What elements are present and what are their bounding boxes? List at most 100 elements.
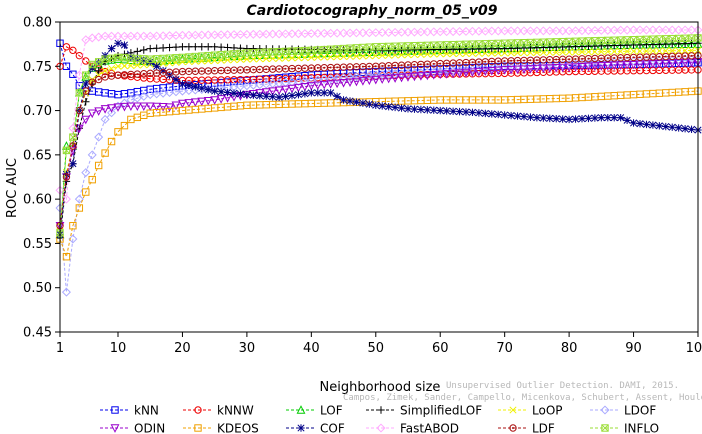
data-point-inflo-cross (114, 53, 122, 61)
x-tick-label: 30 (239, 341, 256, 356)
data-point-loop (514, 49, 522, 57)
data-point-ldf-dot (503, 59, 506, 62)
data-point-ldof (609, 57, 619, 67)
data-point-inflo-cross (82, 71, 90, 79)
data-point-odin (345, 78, 355, 87)
data-point-ldf-dot (207, 69, 210, 72)
data-point-fastabod (538, 26, 548, 36)
data-point-odin (480, 67, 490, 77)
data-point-odin (642, 60, 651, 69)
data-point-ldf-dot (690, 54, 693, 57)
data-point-inflo-cross (404, 42, 412, 50)
data-point-ldf-dot (542, 58, 545, 61)
data-point-ldf-dot (271, 68, 274, 71)
data-point-odin (532, 64, 542, 74)
data-point-cof (301, 90, 309, 98)
data-point-ldf-dot (600, 57, 603, 60)
data-point-inflo-cross (681, 34, 689, 42)
data-point-loop (404, 51, 412, 59)
data-point-odin (403, 73, 413, 82)
data-point-inflo-cross (140, 55, 148, 63)
data-point-ldf-dot (574, 58, 577, 61)
data-point-loop (565, 48, 573, 56)
data-point-cof (275, 93, 283, 101)
data-point-fastabod (448, 27, 458, 37)
data-point-cof (481, 109, 490, 118)
data-point-fastabod (165, 31, 175, 41)
chart-title: Cardiotocography_norm_05_v09 (247, 3, 498, 19)
data-point-fastabod (416, 27, 426, 37)
data-point-ldf-dot (394, 64, 397, 67)
data-point-fastabod (674, 25, 684, 35)
data-point-ldf-dot (168, 71, 171, 74)
data-point-odin (94, 107, 104, 116)
data-point-simplifiedlof (417, 46, 425, 54)
legend-marker-ldof (600, 405, 610, 415)
data-point-fastabod (442, 27, 452, 37)
data-point-inflo-cross (288, 47, 296, 55)
data-point-fastabod (274, 29, 284, 39)
legend-marker-kdeos (194, 424, 202, 432)
data-point-inflo-cross (443, 41, 451, 49)
data-point-inflo-cross (630, 36, 638, 44)
data-point-fastabod (223, 30, 233, 40)
data-point-inflo-cross (488, 40, 496, 48)
legend-label-loop: LoOP (532, 404, 563, 418)
data-point-ldf-dot (323, 66, 326, 69)
data-point-loop (127, 62, 135, 70)
data-point-loop (559, 48, 567, 56)
data-point-kdeos (88, 175, 96, 184)
data-point-inflo-cross (359, 43, 367, 52)
data-point-fastabod (493, 26, 503, 36)
data-point-inflo-cross (462, 40, 470, 48)
series-ldf (56, 51, 702, 230)
data-point-knnw (69, 46, 77, 55)
data-point-cof (223, 88, 232, 97)
data-point-ldf-dot (419, 63, 422, 66)
data-point-ldof (87, 150, 97, 160)
data-point-simplifiedlof (294, 45, 303, 53)
data-point-cof (204, 85, 212, 94)
data-point-loop (597, 48, 605, 56)
data-point-ldf (75, 106, 84, 115)
data-point-fastabod (564, 26, 574, 36)
data-point-ldf-dot (149, 72, 152, 75)
data-point-fastabod (145, 31, 155, 41)
data-point-inflo-cross (307, 46, 315, 54)
data-point-cof (114, 39, 122, 47)
data-point-fastabod (461, 26, 471, 36)
data-point-odin (435, 70, 445, 80)
data-point-ldf-dot (645, 56, 648, 59)
legend-item-knnw: kNNW (183, 404, 254, 418)
x-tick-label: 20 (174, 341, 191, 356)
data-point-loop (314, 53, 322, 61)
data-point-cof (230, 89, 238, 97)
data-point-fastabod (345, 28, 355, 38)
data-point-simplifiedlof (481, 45, 490, 53)
data-point-cof (642, 120, 651, 129)
data-point-loop (417, 50, 425, 58)
data-point-fastabod (654, 25, 664, 35)
data-point-cof (571, 115, 580, 123)
data-point-inflo-cross (385, 42, 393, 50)
data-point-inflo-cross (668, 35, 676, 43)
data-point-odin (416, 72, 426, 81)
data-point-fastabod (261, 29, 271, 39)
data-point-odin (448, 69, 458, 79)
legend-marker-cof (297, 424, 305, 432)
data-point-inflo-cross (533, 38, 541, 46)
data-point-ldof (107, 108, 117, 118)
data-point-loop (526, 49, 534, 57)
data-point-fastabod (377, 28, 387, 38)
data-point-ldf-dot (142, 72, 145, 75)
data-point-ldf-dot (355, 65, 358, 68)
data-point-ldf-dot (162, 71, 165, 74)
legend-item-inflo: INFLO (590, 422, 659, 434)
data-point-simplifiedlof (475, 45, 483, 53)
data-point-cof (507, 111, 515, 120)
data-point-cof (436, 106, 444, 115)
series-line-odin (59, 61, 699, 226)
data-point-ldf-dot (78, 109, 81, 112)
data-point-loop (681, 46, 689, 55)
data-point-odin (384, 74, 394, 84)
